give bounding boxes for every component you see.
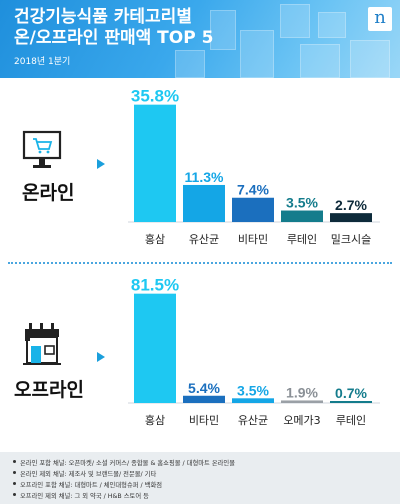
- arrow-offline: [97, 352, 105, 362]
- offline-bar: [281, 400, 323, 403]
- offline-category-label: 오메가3: [283, 414, 320, 427]
- chart-offline: 81.5% 홍삼 5.4% 비타민 3.5% 유산균 1.9% 오메가3 0.7% 루테인: [128, 276, 380, 427]
- online-value-label: 11.3%: [185, 169, 224, 185]
- offline-category-label: 비타민: [189, 414, 219, 427]
- online-value-label: 35.8%: [131, 87, 179, 106]
- online-bar: [281, 210, 323, 222]
- offline-value-label: 5.4%: [188, 380, 220, 396]
- chart-online: 35.8% 홍삼 11.3% 유산균 7.4% 비타민 3.5% 루테인 2.7% 밀크시슬: [128, 87, 380, 246]
- offline-bar: [134, 293, 176, 403]
- offline-bar: [330, 401, 372, 403]
- online-value-label: 3.5%: [286, 195, 318, 211]
- offline-bar: [232, 398, 274, 403]
- section-label-online: 온라인: [22, 182, 75, 204]
- page-title-line1: 건강기능식품 카테고리별: [14, 7, 192, 27]
- section-label-offline: 오프라인: [14, 379, 84, 401]
- footnotes: 온라인 포함 채널: 오픈마켓/ 소셜 커머스/ 종합몰 & 홈쇼핑몰 / 대형…: [0, 452, 400, 504]
- online-value-label: 7.4%: [237, 182, 269, 198]
- footnote-text: 오프라인 제외 채널: 그 외 약국 / H&B 스토어 등: [20, 493, 149, 500]
- footnote-item: 온라인 포함 채널: 오픈마켓/ 소셜 커머스/ 종합몰 & 홈쇼핑몰 / 대형…: [13, 458, 236, 467]
- online-icon: [22, 130, 62, 172]
- logo: n: [368, 7, 392, 31]
- offline-bar: [183, 395, 225, 403]
- online-category-label: 밀크시슬: [331, 233, 371, 246]
- online-value-label: 2.7%: [335, 197, 367, 213]
- offline-category-label: 루테인: [336, 414, 366, 427]
- offline-icon: [22, 322, 62, 366]
- page-subtitle: 2018년 1분기: [14, 57, 71, 67]
- arrow-online: [97, 159, 105, 169]
- offline-category-label: 홍삼: [145, 413, 165, 427]
- online-category-label: 유산균: [189, 233, 219, 246]
- offline-value-label: 0.7%: [335, 385, 367, 401]
- online-bar: [232, 197, 274, 222]
- section-divider: [8, 262, 392, 264]
- page-title-line2: 온/오프라인 판매액 TOP 5: [14, 28, 214, 48]
- logo-letter: n: [374, 7, 386, 28]
- footnote-item: 오프라인 포함 채널: 대형마트 / 체인대형슈퍼 / 백화점: [13, 480, 163, 489]
- footnote-item: 오프라인 제외 채널: 그 외 약국 / H&B 스토어 등: [13, 491, 149, 500]
- online-category-label: 홍삼: [145, 232, 165, 246]
- offline-value-label: 1.9%: [286, 384, 318, 400]
- online-bar: [183, 184, 225, 222]
- online-bar: [134, 104, 176, 222]
- header-banner: 건강기능식품 카테고리별 온/오프라인 판매액 TOP 5 2018년 1분기 …: [0, 0, 400, 78]
- online-category-label: 비타민: [238, 233, 268, 246]
- offline-category-label: 유산균: [238, 414, 268, 427]
- footnote-text: 온라인 포함 채널: 오픈마켓/ 소셜 커머스/ 종합몰 & 홈쇼핑몰 / 대형…: [20, 460, 236, 467]
- offline-value-label: 3.5%: [237, 382, 269, 398]
- footnote-item: 온라인 제외 채널: 제조사 및 브랜드몰/ 전문몰/ 기타: [13, 469, 157, 478]
- footnote-text: 오프라인 포함 채널: 대형마트 / 체인대형슈퍼 / 백화점: [20, 482, 163, 489]
- online-category-label: 루테인: [287, 233, 317, 246]
- offline-value-label: 81.5%: [131, 276, 179, 295]
- footnote-text: 온라인 제외 채널: 제조사 및 브랜드몰/ 전문몰/ 기타: [20, 471, 157, 478]
- online-bar: [330, 213, 372, 222]
